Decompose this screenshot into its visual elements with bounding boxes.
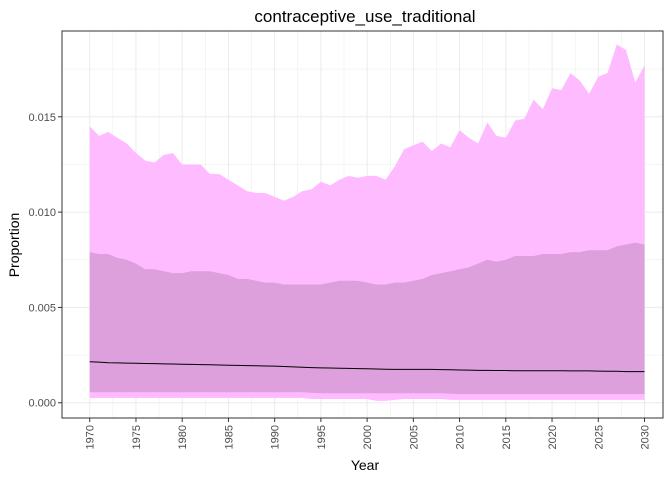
y-tick-label: 0.010 [28, 207, 56, 219]
x-tick-label: 1980 [177, 425, 189, 449]
x-tick-label: 2020 [547, 425, 559, 449]
y-axis-ticks: 0.000 0.005 0.010 0.015 [28, 112, 62, 410]
bands [89, 44, 645, 401]
median-line [89, 361, 645, 373]
x-tick-label: 2015 [501, 425, 513, 449]
x-axis-ticks: 1970 1975 1980 1985 1990 1995 2000 2005 2010 2015… [85, 418, 652, 449]
y-axis-title: Proportion [6, 213, 22, 278]
inner-band-area [89, 242, 645, 395]
y-tick-label: 0.005 [28, 302, 56, 314]
x-tick-label: 2000 [362, 425, 374, 449]
panel-border [61, 30, 664, 419]
x-tick-label: 1975 [131, 425, 143, 449]
x-tick-label: 1995 [316, 425, 328, 449]
x-axis-title: Year [351, 457, 380, 473]
x-tick-label: 2025 [593, 425, 605, 449]
x-tick-label: 1990 [270, 425, 282, 449]
x-tick-label: 1970 [85, 425, 97, 449]
chart-title: contraceptive_use_traditional [254, 7, 475, 26]
y-tick-label: 0.015 [28, 112, 56, 124]
x-tick-label: 1985 [223, 425, 235, 449]
median-line-layer [89, 361, 645, 373]
x-tick-label: 2005 [408, 425, 420, 449]
x-tick-label: 2010 [455, 425, 467, 449]
x-tick-label: 2030 [640, 425, 652, 449]
y-tick-label: 0.000 [28, 398, 56, 410]
